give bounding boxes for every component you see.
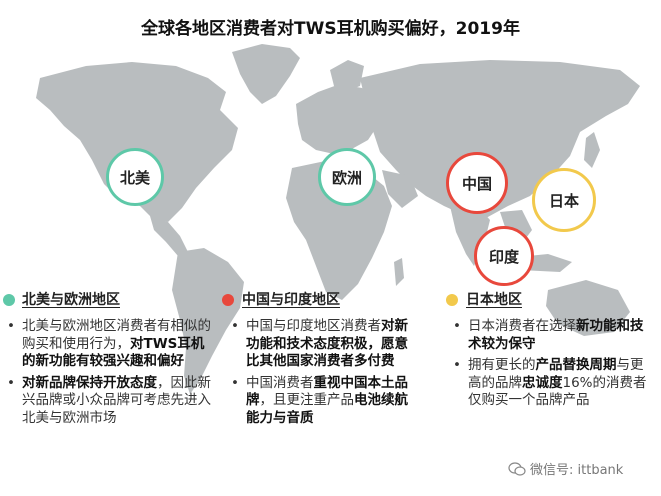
bullet-bold-text: 产品替换周期 xyxy=(535,357,617,373)
section-north-america-europe-title: 北美与欧洲地区 xyxy=(22,292,120,308)
bullet-text: 拥有更长的 xyxy=(468,357,536,373)
bullet-bold-text: 电池续航能力与音质 xyxy=(246,392,408,426)
india-label: 印度 xyxy=(488,247,519,266)
china-india-dot xyxy=(222,294,234,306)
wechat-watermark: 微信号: ittbank xyxy=(508,459,623,478)
north-america-marker: 北美 xyxy=(106,148,164,206)
china-marker: 中国 xyxy=(446,152,508,214)
india-marker: 印度 xyxy=(474,226,534,286)
japan-marker: 日本 xyxy=(532,168,596,232)
bullet-item: 拥有更长的产品替换周期与更高的品牌忠诚度16%的消费者仅购买一个品牌产品 xyxy=(450,357,650,410)
japan-label: 日本 xyxy=(548,191,579,210)
china-label: 中国 xyxy=(461,174,492,193)
bullet-text: 日本消费者在选择 xyxy=(468,318,576,334)
bullet-item: 对新品牌保持开放态度，因此新兴品牌或小众品牌可考虑先进入北美与欧洲市场 xyxy=(4,375,214,428)
wechat-icon xyxy=(508,461,526,476)
bullet-item: 北美与欧洲地区消费者有相似的购买和使用行为，对TWS耳机的新功能有较强兴趣和偏好 xyxy=(4,318,214,371)
japan-dot xyxy=(446,294,458,306)
bullet-bold-text: 忠诚度 xyxy=(522,374,563,391)
bullet-text: 中国与印度地区消费者 xyxy=(246,318,381,334)
bullet-item: 中国消费者重视中国本土品牌，且更注重产品电池续航能力与音质 xyxy=(228,375,418,428)
bullet-bold-text: 对新品牌保持开放态度 xyxy=(22,374,157,391)
bullet-text: 北美与欧洲地区消费者有相似的购买和使用行为， xyxy=(22,318,211,352)
bullet-bold-text: 新功能和技术较为保守 xyxy=(468,318,644,352)
bullet-text: ，且更注重产品 xyxy=(259,392,355,408)
bullet-bold-text: 对TWS耳机的新功能有较强兴趣和偏好 xyxy=(22,335,205,370)
section-china-india-title: 中国与印度地区 xyxy=(242,292,340,308)
section-japan-title: 日本地区 xyxy=(466,292,522,308)
bullet-text: 与更高的品牌 xyxy=(468,357,644,391)
north-america-europe-dot xyxy=(3,294,15,306)
section-north-america-europe-list: 北美与欧洲地区消费者有相似的购买和使用行为，对TWS耳机的新功能有较强兴趣和偏好… xyxy=(4,318,214,431)
bullet-text: ，因此新兴品牌或小众品牌可考虑先进入北美与欧洲市场 xyxy=(22,374,211,426)
europe-marker: 欧洲 xyxy=(318,148,376,206)
bullet-bold-text: 重视中国本土品牌 xyxy=(246,374,408,409)
watermark-text: 微信号: ittbank xyxy=(530,463,624,478)
bullet-text: 16%的消费者仅购买一个品牌产品 xyxy=(468,374,647,409)
bullet-item: 中国与印度地区消费者对新功能和技术态度积极，愿意比其他国家消费者多付费 xyxy=(228,318,418,371)
page-title: 全球各地区消费者对TWS耳机购买偏好，2019年 xyxy=(141,19,520,39)
europe-label: 欧洲 xyxy=(331,168,362,187)
north-america-label: 北美 xyxy=(119,168,150,187)
bullet-bold-text: 对新功能和技术态度积极，愿意比其他国家消费者多付费 xyxy=(246,318,408,369)
bullet-item: 日本消费者在选择新功能和技术较为保守 xyxy=(450,318,650,353)
bullet-text: 中国消费者 xyxy=(246,374,314,391)
section-japan-list: 日本消费者在选择新功能和技术较为保守拥有更长的产品替换周期与更高的品牌忠诚度16… xyxy=(450,318,650,414)
section-china-india-list: 中国与印度地区消费者对新功能和技术态度积极，愿意比其他国家消费者多付费中国消费者… xyxy=(228,318,418,431)
